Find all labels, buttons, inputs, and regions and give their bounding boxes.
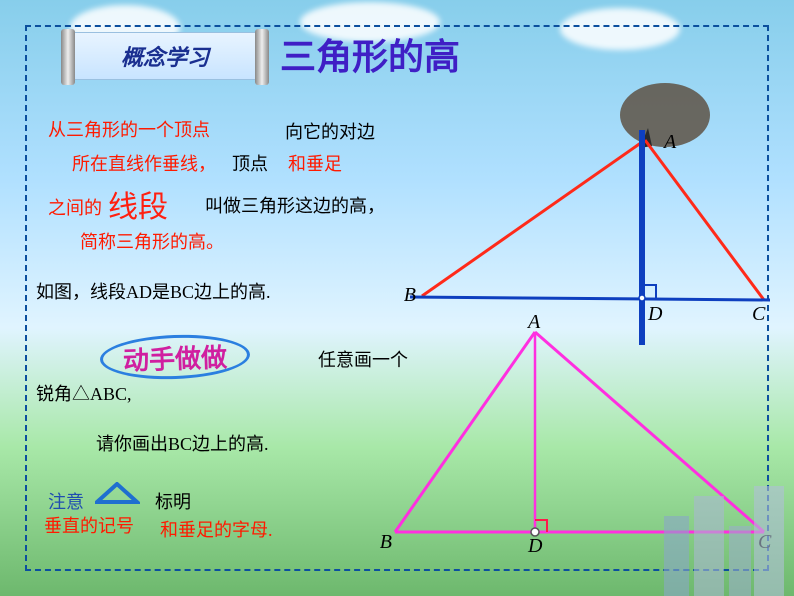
- city-decoration: [654, 476, 794, 596]
- t2-label-b: B: [380, 531, 392, 553]
- t2-side-ab: [395, 332, 535, 532]
- t2-label-a: A: [526, 311, 541, 333]
- t2-label-d: D: [527, 535, 543, 557]
